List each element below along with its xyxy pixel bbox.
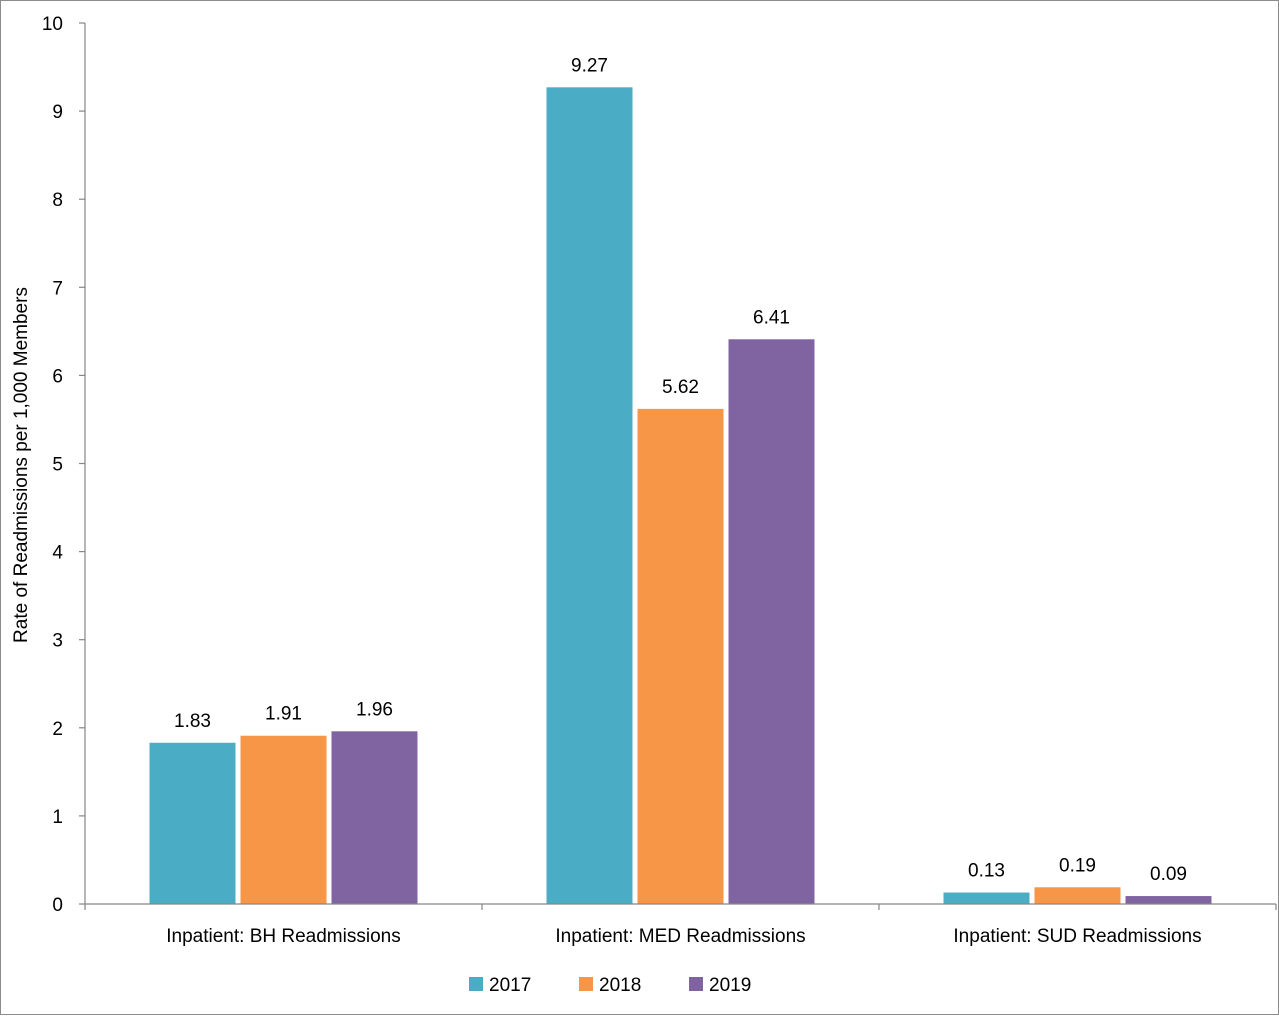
y-tick-label: 2 bbox=[52, 719, 63, 740]
data-label-2019-1: 1.96 bbox=[356, 699, 393, 720]
y-tick-label: 3 bbox=[52, 631, 63, 652]
bars bbox=[149, 87, 1212, 905]
bar-2018-3 bbox=[1034, 887, 1121, 904]
legend-label-2018: 2018 bbox=[599, 975, 641, 996]
axes bbox=[84, 23, 1277, 910]
y-tick-label: 4 bbox=[52, 543, 63, 564]
data-label-2018-3: 0.19 bbox=[1059, 855, 1096, 876]
data-label-2017-2: 9.27 bbox=[571, 55, 608, 76]
legend-label-2017: 2017 bbox=[489, 975, 531, 996]
legend-swatch-2019 bbox=[689, 977, 703, 991]
bar-2017-1 bbox=[149, 742, 236, 904]
y-tick-label: 5 bbox=[52, 455, 63, 476]
y-tick-label: 1 bbox=[52, 807, 63, 828]
data-label-2019-3: 0.09 bbox=[1150, 864, 1187, 885]
y-tick-label: 0 bbox=[52, 895, 63, 916]
bar-2019-1 bbox=[331, 731, 418, 904]
y-tick-label: 6 bbox=[52, 366, 63, 387]
x-axis-category-labels: Inpatient: BH Readmissions Inpatient: MED… bbox=[166, 926, 1201, 947]
data-label-2017-1: 1.83 bbox=[174, 711, 211, 732]
bar-2018-1 bbox=[240, 735, 327, 904]
data-label-2017-3: 0.13 bbox=[968, 861, 1005, 882]
y-tick-label: 10 bbox=[42, 14, 63, 35]
bar-2018-2 bbox=[637, 408, 724, 904]
legend-swatch-2018 bbox=[579, 977, 593, 991]
bar-2017-3 bbox=[943, 892, 1030, 904]
bar-2017-2 bbox=[546, 87, 633, 905]
data-label-2019-2: 6.41 bbox=[753, 307, 790, 328]
data-label-2018-1: 1.91 bbox=[265, 704, 302, 725]
x-category-label: Inpatient: SUD Readmissions bbox=[953, 926, 1201, 947]
x-category-label: Inpatient: BH Readmissions bbox=[166, 926, 400, 947]
y-axis-ticks: 0 1 2 3 4 5 6 7 8 9 10 bbox=[42, 14, 85, 916]
legend-label-2019: 2019 bbox=[709, 975, 751, 996]
x-category-label: Inpatient: MED Readmissions bbox=[555, 926, 805, 947]
bar-data-labels: 1.83 1.91 1.96 9.27 5.62 6.41 0.13 0.19 0.09 bbox=[174, 55, 1187, 885]
y-tick-label: 8 bbox=[52, 190, 63, 211]
y-tick-label: 7 bbox=[52, 278, 63, 299]
legend-swatch-2017 bbox=[469, 977, 483, 991]
bar-2019-3 bbox=[1125, 896, 1212, 904]
bar-2019-2 bbox=[728, 339, 815, 904]
y-tick-label: 9 bbox=[52, 102, 63, 123]
y-axis-title: Rate of Readmissions per 1,000 Members bbox=[11, 287, 32, 643]
data-label-2018-2: 5.62 bbox=[662, 377, 699, 398]
legend: 2017 2018 2019 bbox=[469, 975, 751, 996]
